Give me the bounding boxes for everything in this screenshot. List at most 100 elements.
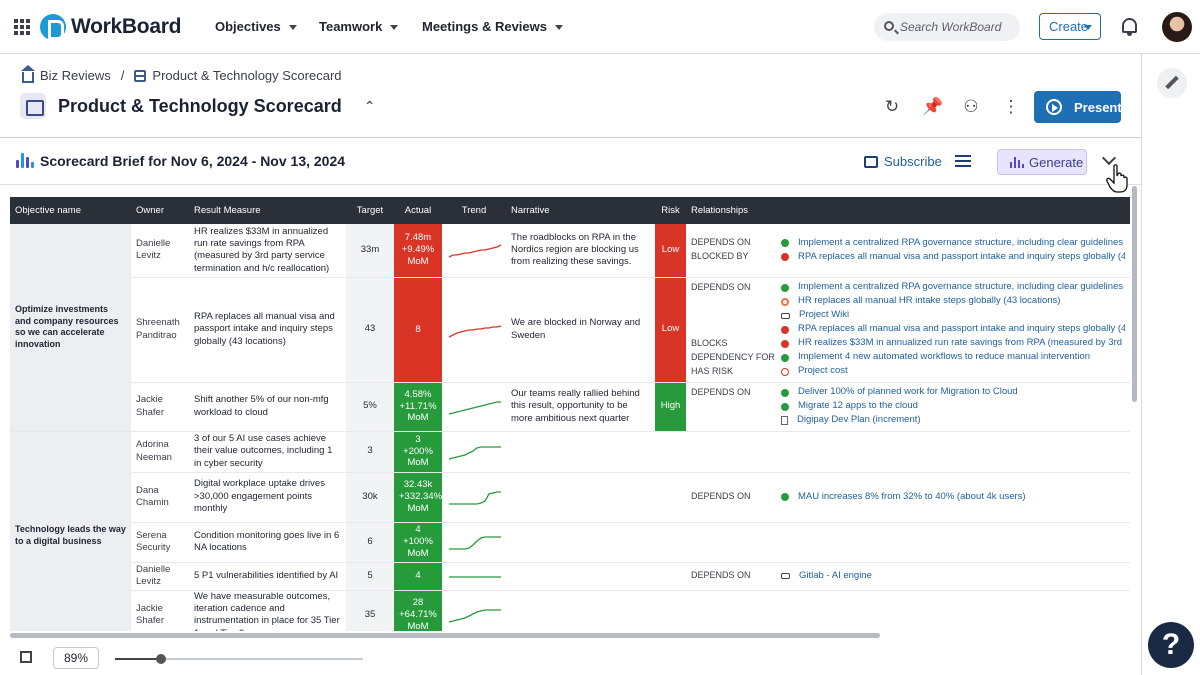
- column-header[interactable]: Relationships: [686, 197, 1130, 224]
- column-header[interactable]: Narrative: [506, 197, 655, 224]
- column-header[interactable]: Actual: [394, 197, 442, 224]
- fullscreen-icon[interactable]: [20, 651, 32, 663]
- result-measure-cell[interactable]: Shift another 5% of our non-mfg workload…: [189, 382, 346, 432]
- objective-name-cell[interactable]: Technology leads the way to a digital bu…: [10, 431, 131, 631]
- risk-cell[interactable]: [655, 472, 686, 523]
- relationship-link[interactable]: Project cost: [798, 365, 848, 377]
- relationship-link[interactable]: Digipay Dev Plan (increment): [797, 414, 921, 426]
- refresh-icon[interactable]: ↻: [884, 97, 900, 116]
- column-header[interactable]: Risk: [655, 197, 686, 224]
- vertical-scrollbar[interactable]: [1132, 186, 1137, 402]
- user-avatar[interactable]: [1162, 12, 1192, 42]
- actual-cell[interactable]: 7.48m +9.49% MoM: [394, 224, 442, 278]
- table-row[interactable]: Serena Security Condition monitoring goes…: [10, 522, 1130, 563]
- relationship-link[interactable]: Project Wiki: [799, 309, 850, 321]
- help-button[interactable]: ?: [1148, 622, 1194, 668]
- risk-cell[interactable]: [655, 590, 686, 631]
- workboard-logo[interactable]: WorkBoard: [40, 14, 181, 40]
- breadcrumb-root-link[interactable]: Biz Reviews: [40, 68, 111, 83]
- relationship-item[interactable]: Digipay Dev Plan (increment): [691, 414, 1125, 428]
- narrative-cell[interactable]: The roadblocks on RPA in the Nordics reg…: [506, 224, 655, 278]
- relationship-item[interactable]: HR replaces all manual HR intake steps g…: [691, 295, 1125, 309]
- relationship-link[interactable]: Gitlab - AI engine: [799, 569, 872, 581]
- filter-sliders-icon[interactable]: [955, 154, 971, 168]
- actual-cell[interactable]: 4.58% +11.71% MoM: [394, 382, 442, 432]
- present-button[interactable]: Present: [1034, 91, 1122, 123]
- table-row[interactable]: Jackie Shafer Shift another 5% of our non…: [10, 382, 1130, 432]
- relationship-item[interactable]: DEPENDS ON MAU increases 8% from 32% to 4…: [691, 490, 1125, 504]
- actual-cell[interactable]: 8: [394, 277, 442, 383]
- table-row[interactable]: Optimize investments and company resourc…: [10, 224, 1130, 432]
- generate-button[interactable]: Generate: [997, 149, 1087, 175]
- risk-cell[interactable]: Low: [655, 277, 686, 383]
- result-measure-cell[interactable]: HR realizes $33M in annualized run rate …: [189, 224, 346, 278]
- objective-name-cell[interactable]: Optimize investments and company resourc…: [10, 224, 131, 432]
- result-measure-cell[interactable]: 5 P1 vulnerabilities identified by AI: [189, 562, 346, 591]
- relationship-item[interactable]: BLOCKED BY RPA replaces all manual visa a…: [691, 250, 1125, 264]
- relationship-item[interactable]: RPA replaces all manual visa and passpor…: [691, 323, 1125, 337]
- relationship-link[interactable]: Implement a centralized RPA governance s…: [798, 237, 1125, 249]
- column-header[interactable]: Result Measure: [189, 197, 346, 224]
- relationship-link[interactable]: HR realizes $33M in annualized run rate …: [798, 337, 1125, 349]
- relationship-item[interactable]: DEPENDS ON Implement a centralized RPA go…: [691, 281, 1125, 295]
- relationship-link[interactable]: Deliver 100% of planned work for Migrati…: [798, 386, 1018, 398]
- narrative-cell[interactable]: [506, 562, 655, 591]
- risk-cell[interactable]: High: [655, 382, 686, 432]
- table-row[interactable]: Danielle Levitz 5 P1 vulnerabilities iden…: [10, 562, 1130, 591]
- table-row[interactable]: Jackie Shafer We have measurable outcomes…: [10, 590, 1130, 631]
- edit-pencil-icon[interactable]: [1157, 68, 1187, 98]
- relationship-item[interactable]: DEPENDS ON Deliver 100% of planned work f…: [691, 386, 1125, 400]
- column-header[interactable]: Owner: [131, 197, 189, 224]
- risk-cell[interactable]: [655, 522, 686, 563]
- relationship-link[interactable]: RPA replaces all manual visa and passpor…: [798, 251, 1125, 263]
- zoom-level-input[interactable]: 89%: [53, 647, 99, 669]
- relationship-item[interactable]: BLOCKS HR realizes $33M in annualized run…: [691, 337, 1125, 351]
- zoom-slider[interactable]: [115, 654, 363, 664]
- nav-meetings-reviews[interactable]: Meetings & Reviews: [422, 19, 563, 34]
- table-row[interactable]: Technology leads the way to a digital bu…: [10, 431, 1130, 631]
- narrative-cell[interactable]: [506, 472, 655, 523]
- relationship-link[interactable]: RPA replaces all manual visa and passpor…: [798, 323, 1125, 335]
- relationship-item[interactable]: HAS RISK Project cost: [691, 365, 1125, 379]
- relationship-item[interactable]: Project Wiki: [691, 309, 1125, 323]
- actual-cell[interactable]: 3 +200% MoM: [394, 431, 442, 473]
- result-measure-cell[interactable]: 3 of our 5 AI use cases achieve their va…: [189, 431, 346, 473]
- relationship-item[interactable]: DEPENDS ON Implement a centralized RPA go…: [691, 236, 1125, 250]
- column-header[interactable]: Objective name: [10, 197, 131, 224]
- nav-objectives[interactable]: Objectives: [215, 19, 297, 34]
- chevron-down-icon[interactable]: [1101, 150, 1117, 166]
- result-measure-cell[interactable]: We have measurable outcomes, iteration c…: [189, 590, 346, 631]
- relationship-link[interactable]: Migrate 12 apps to the cloud: [798, 400, 918, 412]
- nav-teamwork[interactable]: Teamwork: [319, 19, 399, 34]
- apps-grid-icon[interactable]: [14, 19, 30, 35]
- create-button[interactable]: Create: [1039, 13, 1101, 40]
- notifications-bell-icon[interactable]: [1122, 18, 1137, 36]
- actual-cell[interactable]: 28 +64.71% MoM: [394, 590, 442, 631]
- pin-icon[interactable]: 📌: [922, 97, 944, 116]
- actual-cell[interactable]: 32.43k +332.34% MoM: [394, 472, 442, 523]
- column-header[interactable]: Target: [346, 197, 394, 224]
- relationship-item[interactable]: DEPENDENCY FOR Implement 4 new automated …: [691, 351, 1125, 365]
- breadcrumb-current[interactable]: Product & Technology Scorecard: [152, 68, 342, 83]
- column-header[interactable]: Trend: [442, 197, 506, 224]
- narrative-cell[interactable]: Our teams really rallied behind this res…: [506, 382, 655, 432]
- risk-cell[interactable]: [655, 431, 686, 473]
- scorecard-table-container[interactable]: Objective name Owner Result Measure Targ…: [10, 197, 1130, 631]
- more-vertical-icon[interactable]: ⋮: [1002, 97, 1020, 116]
- result-measure-cell[interactable]: Condition monitoring goes live in 6 NA l…: [189, 522, 346, 563]
- narrative-cell[interactable]: [506, 522, 655, 563]
- narrative-cell[interactable]: [506, 431, 655, 473]
- narrative-cell[interactable]: [506, 590, 655, 631]
- relationship-link[interactable]: MAU increases 8% from 32% to 40% (about …: [798, 490, 1026, 502]
- search-input[interactable]: Search WorkBoard: [874, 13, 1020, 41]
- table-row[interactable]: Dana Chamin Digital workplace uptake driv…: [10, 472, 1130, 523]
- actual-cell[interactable]: 4: [394, 562, 442, 591]
- relationship-link[interactable]: Implement a centralized RPA governance s…: [798, 281, 1125, 293]
- chevron-up-icon[interactable]: ⌃: [363, 97, 376, 114]
- result-measure-cell[interactable]: RPA replaces all manual visa and passpor…: [189, 277, 346, 383]
- table-row[interactable]: Shreenath Panditrao RPA replaces all manu…: [10, 277, 1130, 383]
- risk-cell[interactable]: Low: [655, 224, 686, 278]
- people-icon[interactable]: ⚇: [963, 97, 979, 116]
- relationship-link[interactable]: Implement 4 new automated workflows to r…: [798, 351, 1091, 363]
- risk-cell[interactable]: [655, 562, 686, 591]
